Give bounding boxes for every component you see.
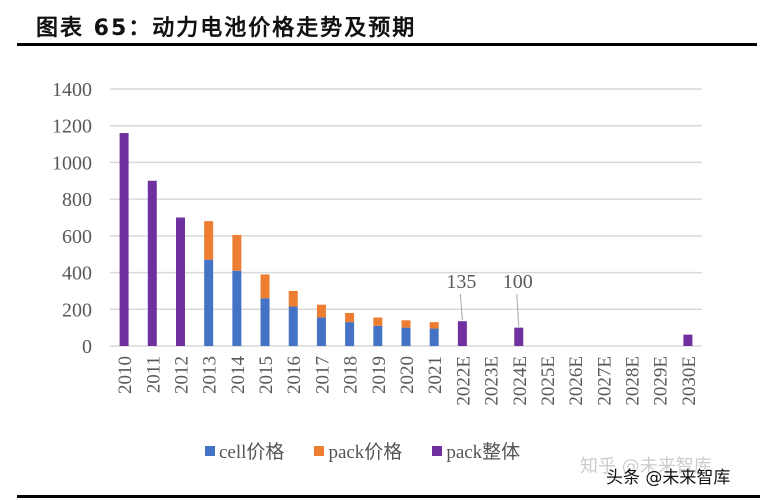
bar-pack: [401, 320, 411, 328]
legend-swatch-cell: [205, 445, 215, 456]
x-tick-label: 2025E: [538, 356, 559, 406]
x-tick-label: 2013: [200, 356, 221, 394]
legend-item-pack-total: pack整体: [432, 437, 520, 464]
x-tick-label: 2018: [341, 356, 362, 394]
y-tick-label: 1200: [52, 116, 92, 138]
bar-pack: [232, 234, 242, 271]
bottom-rule: [17, 495, 760, 498]
bar-pack_total: [514, 327, 524, 346]
x-tick-label: 2023E: [482, 356, 503, 406]
x-tick-label: 2024E: [510, 356, 531, 406]
x-tick-label: 2012: [171, 356, 192, 394]
bar-cell: [345, 322, 355, 346]
legend-item-cell: cell价格: [205, 437, 284, 464]
bar-cell: [204, 259, 214, 346]
legend-swatch-pack-total: [432, 445, 443, 456]
bar-pack: [204, 221, 214, 260]
legend-item-pack: pack价格: [314, 437, 402, 464]
bar-pack: [288, 290, 298, 307]
annotation-label: 135: [446, 271, 476, 293]
y-tick-label: 1400: [52, 79, 92, 101]
watermark-toutiao: 头条 @未来智库: [606, 468, 731, 488]
bar-pack_total: [119, 133, 129, 346]
legend-label-cell: cell价格: [219, 442, 285, 463]
bar-pack: [260, 274, 270, 299]
title-rule: [17, 43, 757, 46]
bar-pack: [316, 304, 326, 318]
y-tick-label: 400: [62, 263, 92, 285]
x-tick-label: 2010: [115, 356, 136, 394]
x-tick-label: 2022E: [453, 356, 474, 406]
bar-cell: [429, 328, 439, 346]
figure-title: 图表 65：动力电池价格走势及预期: [36, 16, 417, 41]
bar-cell: [288, 306, 298, 346]
legend-label-pack: pack价格: [328, 442, 403, 463]
annotations: 135 100: [446, 271, 533, 327]
x-tick-label: 2014: [228, 356, 249, 395]
bar-pack: [429, 322, 439, 329]
y-tick-label: 1000: [52, 152, 92, 174]
x-tick-label: 2015: [256, 356, 277, 394]
x-tick-label: 2029E: [651, 356, 672, 406]
x-tick-label: 2016: [284, 356, 305, 394]
bar-pack_total: [683, 334, 693, 346]
bars: [119, 133, 693, 346]
y-axis-ticks: 0 200 400 600 800 1000 1200 1400: [52, 79, 92, 358]
x-tick-label: 2019: [369, 356, 390, 394]
bar-pack_total: [147, 180, 157, 346]
bar-cell: [316, 317, 326, 346]
bar-pack_total: [457, 321, 467, 346]
x-tick-label: 2026E: [566, 356, 587, 406]
x-tick-label: 2030E: [679, 356, 700, 406]
x-axis-ticks: 2010 2011 2012 2013 2014 2015 2016 2017 2018 2019…: [115, 356, 700, 406]
y-tick-label: 600: [62, 226, 92, 248]
x-tick-label: 2021: [425, 356, 446, 394]
bar-cell: [232, 270, 242, 346]
bar-pack: [345, 312, 355, 323]
legend: cell价格 pack价格 pack整体: [205, 437, 520, 464]
legend-label-pack-total: pack整体: [446, 442, 521, 463]
annotation-leader: [516, 293, 520, 327]
y-tick-label: 0: [82, 336, 92, 358]
x-tick-label: 2011: [143, 356, 164, 393]
bar-pack_total: [175, 217, 185, 346]
x-tick-label: 2027E: [594, 356, 615, 406]
legend-swatch-pack: [314, 445, 325, 456]
annotation-leader: [459, 293, 463, 321]
x-tick-label: 2017: [312, 356, 333, 394]
annotation-label: 100: [503, 271, 533, 293]
x-tick-label: 2020: [397, 356, 418, 394]
bar-cell: [401, 327, 411, 346]
watermark-zhihu: 知乎 @未来智库: [580, 456, 712, 477]
y-tick-label: 200: [62, 299, 92, 321]
gridlines: [110, 88, 702, 347]
bar-cell: [373, 325, 383, 346]
x-tick-label: 2028E: [623, 356, 644, 406]
bar-pack: [373, 317, 383, 326]
y-tick-label: 800: [62, 189, 92, 211]
bar-cell: [260, 298, 270, 346]
